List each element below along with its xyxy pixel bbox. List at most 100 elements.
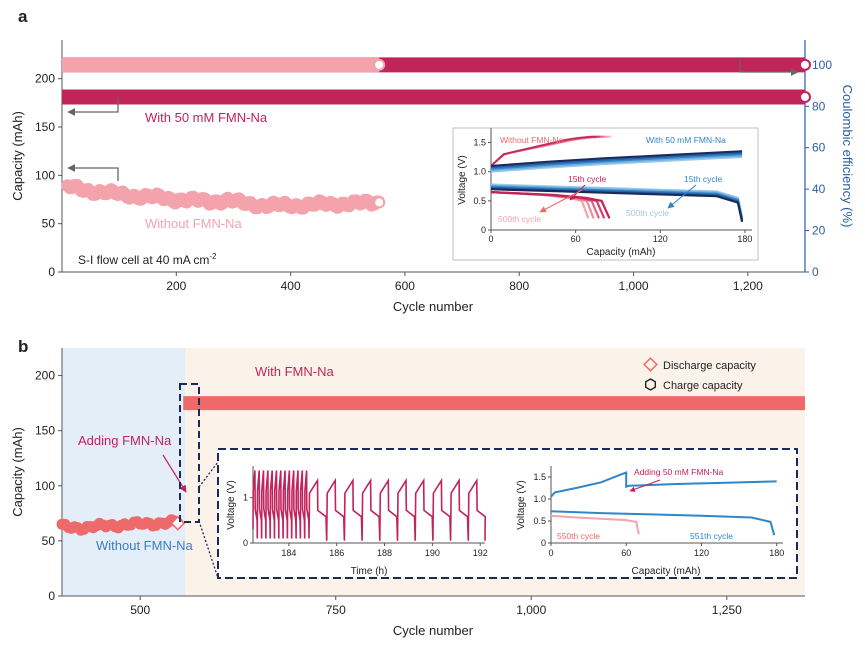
b-annotation: Adding FMN-Na — [78, 433, 172, 448]
b-inset-cap-arrow — [629, 479, 661, 492]
a-inset-with-charge-curve — [490, 153, 743, 170]
b-inset-time-x-tick-label: 190 — [425, 548, 440, 558]
a-arrow-without-capacity — [67, 164, 119, 181]
b-inset-cap-curve-2 — [550, 510, 776, 536]
b-y-tick-label: 200 — [35, 369, 55, 383]
b-inset-time-y-label: Voltage (V) — [226, 480, 237, 529]
a-x-ticks: 200 400 600 800 1,000 1,200 — [166, 272, 763, 293]
a-y-label: Capacity (mAh) — [10, 111, 25, 201]
b-inset-cap-label-550: 550th cycle — [557, 531, 600, 541]
a-y-tick-label: 0 — [48, 265, 55, 279]
a-y-tick-label: 200 — [35, 72, 55, 86]
a-x-tick-label: 200 — [166, 279, 186, 293]
a-y2-tick-label: 100 — [812, 58, 832, 72]
a-inset-with-charge-curve — [490, 154, 743, 172]
legend-diamond-icon — [643, 357, 658, 372]
b-inset-cap-ticks: 0 60 120 180 0 0.5 1.0 1.5 — [533, 472, 784, 558]
a-inset-x-tick-label: 60 — [571, 234, 581, 244]
a-inset-with-charge-curve — [490, 156, 743, 173]
b-inset-cap-x-tick-label: 120 — [694, 548, 709, 558]
b-y-tick-label: 100 — [35, 479, 55, 493]
a-without-ce-end-marker — [373, 58, 386, 71]
b-inset-cap-curve-0 — [550, 514, 640, 535]
a-x-tick-label: 600 — [395, 279, 415, 293]
a-y2-tick-label: 60 — [812, 141, 826, 155]
a-annotation-text: S-I flow cell at 40 mA cm — [78, 253, 209, 267]
b-inset-cap-x-label: Capacity (mAh) — [632, 566, 701, 577]
a-inset-with-discharge-curve — [490, 188, 744, 223]
a-y-tick-label: 150 — [35, 120, 55, 134]
b-zoom-line-1 — [198, 461, 219, 488]
a-inset-with-charge-curve — [490, 151, 743, 169]
a-x-tick-label: 400 — [281, 279, 301, 293]
panel-a-letter: a — [18, 7, 28, 26]
b-x-tick-label: 1,000 — [516, 603, 546, 617]
b-inset-cap-y-tick-label: 1.5 — [533, 472, 546, 482]
a-inset-without-discharge-curve — [490, 191, 611, 219]
b-inset-cap-y-tick-label: 0 — [541, 538, 546, 548]
a-y-tick-label: 50 — [42, 217, 56, 231]
a-series — [61, 57, 811, 215]
a-inset-with-charge-curve — [490, 150, 743, 167]
a-inset-label-15th-without: 15th cycle — [568, 174, 607, 184]
a-inset-label-with: With 50 mM FMN-Na — [646, 135, 726, 145]
b-region-label-with: With FMN-Na — [255, 364, 334, 379]
a-y2-tick-label: 80 — [812, 99, 826, 113]
b-inset-time-x-tick-label: 188 — [377, 548, 392, 558]
a-arrow-ce — [739, 60, 799, 76]
a-y-tick-label: 100 — [35, 168, 55, 182]
a-with-capacity-end-marker — [799, 91, 811, 104]
b-y-ticks: 0 50 100 150 200 — [35, 369, 62, 603]
b-x-tick-label: 1,250 — [712, 603, 742, 617]
b-inset-cap-y-label: Voltage (V) — [516, 480, 527, 529]
b-inset-cap-x-tick-label: 60 — [621, 548, 631, 558]
a-x-tick-label: 800 — [509, 279, 529, 293]
a-x-tick-label: 1,200 — [733, 279, 763, 293]
b-inset-time-x-label: Time (h) — [351, 566, 388, 577]
b-inset-cap-y-tick-label: 0.5 — [533, 516, 546, 526]
a-annotation: S-I flow cell at 40 mA cm-2 — [78, 252, 217, 267]
b-legend: Discharge capacity Charge capacity — [643, 357, 756, 392]
b-inset-time-y-tick-label: 0 — [243, 538, 248, 548]
b-inset-cap-y-tick-label: 1.0 — [533, 494, 546, 504]
a-x-label: Cycle number — [393, 299, 474, 314]
b-inset-time-ticks: 184 186 188 190 192 0 1 — [243, 493, 488, 558]
a-y2-tick-label: 40 — [812, 182, 826, 196]
a-inset-y-label: Voltage (V) — [457, 155, 468, 204]
a-inset-x-label: Capacity (mAh) — [587, 247, 656, 258]
a-inset-y-tick-label: 1.5 — [473, 138, 486, 148]
a-inset-y-tick-label: 0.5 — [473, 196, 486, 206]
legend-charge: Charge capacity — [663, 380, 743, 392]
b-annotation-arrow — [162, 454, 187, 493]
b-inset-cap-label-551: 551th cycle — [690, 531, 733, 541]
a-y2-tick-label: 20 — [812, 224, 826, 238]
b-inset-time-x-tick-label: 192 — [473, 548, 488, 558]
a-x-tick-label: 1,000 — [619, 279, 649, 293]
a-with-ce-end-marker — [799, 58, 811, 71]
b-zoom-box — [217, 448, 798, 579]
b-inset-time-voltage-line — [252, 470, 487, 541]
b-y-label: Capacity (mAh) — [10, 427, 25, 517]
b-x-tick-label: 750 — [326, 603, 346, 617]
a-inset-ticks: 0 60 120 180 0 0.5 1.0 1.5 — [473, 138, 752, 244]
b-inset-time-x-tick-label: 184 — [281, 548, 296, 558]
a-without-capacity-end-marker — [373, 196, 386, 209]
b-y-tick-label: 50 — [42, 534, 56, 548]
b-x-tick-label: 500 — [130, 603, 150, 617]
legend-discharge: Discharge capacity — [663, 360, 756, 372]
a-label-without: Without FMN-Na — [145, 216, 243, 231]
b-series — [56, 396, 805, 536]
b-inset-time-x-tick-label: 186 — [329, 548, 344, 558]
a-inset-x-tick-label: 180 — [737, 234, 752, 244]
b-inset-time: 184 186 188 190 192 0 1 Time (h) Voltage (V) — [226, 466, 488, 577]
b-region-label-without: Without FMN-Na — [96, 538, 194, 553]
a-inset-label-500th-with: 500th cycle — [626, 208, 669, 218]
a-inset-without-charge-curve — [490, 135, 597, 167]
a-inset-label-500th-without: 500th cycle — [498, 214, 541, 224]
legend-hexagon-icon — [645, 378, 656, 391]
b-x-ticks: 500 750 1,000 1,250 — [130, 596, 742, 617]
panel-b-letter: b — [18, 337, 28, 356]
